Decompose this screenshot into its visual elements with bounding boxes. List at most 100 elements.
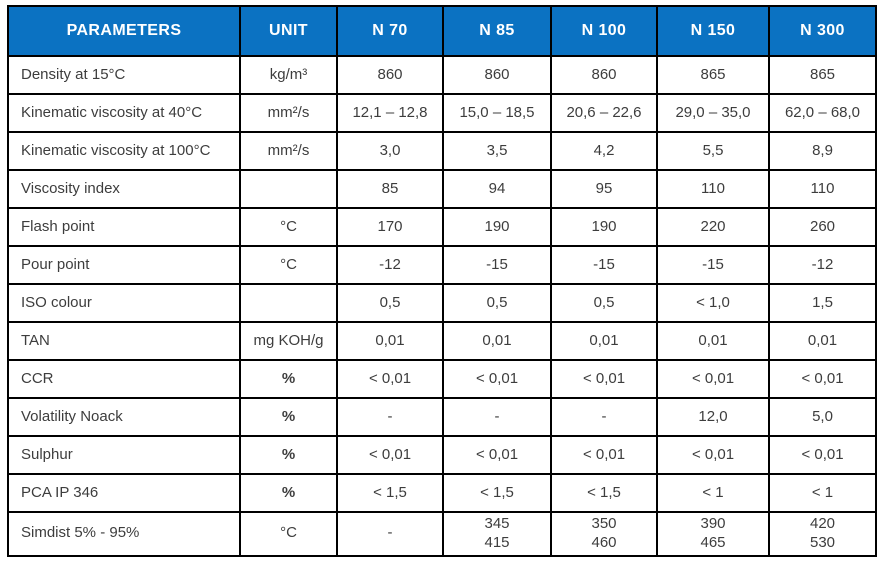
table-row: TAN mg KOH/g 0,01 0,01 0,01 0,01 0,01 (7, 321, 877, 361)
value-cell: 12,0 (656, 397, 770, 437)
value-cell: < 0,01 (442, 435, 552, 475)
value-cell: 94 (442, 169, 552, 209)
value-cell: 0,01 (336, 321, 444, 361)
value-cell: < 1,0 (656, 283, 770, 323)
parameter-cell: Volatility Noack (7, 397, 241, 437)
value-cell: - (336, 511, 444, 557)
unit-cell (239, 169, 338, 209)
parameter-cell: Pour point (7, 245, 241, 285)
parameter-cell: Flash point (7, 207, 241, 247)
value-cell: 860 (336, 55, 444, 95)
unit-cell: % (239, 359, 338, 399)
column-header-unit: UNIT (239, 5, 338, 57)
unit-cell: % (239, 473, 338, 513)
value-cell: 4,2 (550, 131, 658, 171)
value-cell: 20,6 – 22,6 (550, 93, 658, 133)
specs-table: PARAMETERS UNIT N 70 N 85 N 100 N 150 N … (7, 5, 877, 557)
value-cell: 3,5 (442, 131, 552, 171)
parameter-cell: Simdist 5% - 95% (7, 511, 241, 557)
unit-cell: °C (239, 245, 338, 285)
specs-table-body: Density at 15°C kg/m³ 860 860 860 865 865 Kinem… (7, 55, 877, 557)
value-cell: - (336, 397, 444, 437)
parameter-cell: TAN (7, 321, 241, 361)
value-cell: 95 (550, 169, 658, 209)
value-cell: 0,5 (336, 283, 444, 323)
table-row: Sulphur% < 0,01 < 0,01 < 0,01 < 0,01 < 0,01 (7, 435, 877, 475)
unit-cell: mg KOH/g (239, 321, 338, 361)
value-cell: 0,01 (656, 321, 770, 361)
header-row: PARAMETERS UNIT N 70 N 85 N 100 N 150 N … (7, 5, 877, 57)
value-cell: - (442, 397, 552, 437)
value-cell: 390 465 (656, 511, 770, 557)
value-cell: 0,01 (442, 321, 552, 361)
table-row: Density at 15°C kg/m³ 860 860 860 865 865 (7, 55, 877, 95)
value-cell: -15 (656, 245, 770, 285)
parameter-cell: Kinematic viscosity at 40°C (7, 93, 241, 133)
datasheet: PARAMETERS UNIT N 70 N 85 N 100 N 150 N … (7, 5, 877, 557)
value-cell: -12 (768, 245, 877, 285)
value-cell: 860 (550, 55, 658, 95)
column-header-n70: N 70 (336, 5, 444, 57)
unit-cell: % (239, 397, 338, 437)
value-cell: < 0,01 (550, 359, 658, 399)
table-row: Volatility Noack% - - -12,0 5,0 (7, 397, 877, 437)
value-cell: 170 (336, 207, 444, 247)
table-row: Flash point °C 170 190 190 220 260 (7, 207, 877, 247)
value-cell: 0,01 (768, 321, 877, 361)
unit-cell: °C (239, 207, 338, 247)
value-cell: < 0,01 (442, 359, 552, 399)
value-cell: 110 (656, 169, 770, 209)
parameter-cell: PCA IP 346 (7, 473, 241, 513)
value-cell: - (550, 397, 658, 437)
value-cell: 865 (768, 55, 877, 95)
unit-cell (239, 283, 338, 323)
table-row: ISO colour 0,5 0,5 0,5 < 1,0 1,5 (7, 283, 877, 323)
value-cell: 260 (768, 207, 877, 247)
table-row: CCR% < 0,01 < 0,01 < 0,01 < 0,01 < 0,01 (7, 359, 877, 399)
value-cell: < 0,01 (768, 359, 877, 399)
value-cell: < 0,01 (336, 435, 444, 475)
unit-cell: mm²/s (239, 93, 338, 133)
value-cell: -15 (550, 245, 658, 285)
value-cell: 5,5 (656, 131, 770, 171)
value-cell: 0,5 (550, 283, 658, 323)
table-row: Simdist 5% - 95% °C -345 415 350 460 390 465… (7, 511, 877, 557)
table-row: Viscosity index 85 94 95 110 110 (7, 169, 877, 209)
column-header-parameters: PARAMETERS (7, 5, 241, 57)
value-cell: 85 (336, 169, 444, 209)
table-row: Kinematic viscosity at 100°C mm²/s 3,0 3,5 4… (7, 131, 877, 171)
parameter-cell: ISO colour (7, 283, 241, 323)
value-cell: 865 (656, 55, 770, 95)
value-cell: 110 (768, 169, 877, 209)
value-cell: 350 460 (550, 511, 658, 557)
value-cell: 190 (550, 207, 658, 247)
table-row: PCA IP 346% < 1,5 < 1,5 < 1,5 < 1 < 1 (7, 473, 877, 513)
value-cell: 190 (442, 207, 552, 247)
value-cell: 8,9 (768, 131, 877, 171)
value-cell: 15,0 – 18,5 (442, 93, 552, 133)
value-cell: 62,0 – 68,0 (768, 93, 877, 133)
value-cell: 12,1 – 12,8 (336, 93, 444, 133)
column-header-n300: N 300 (768, 5, 877, 57)
column-header-n150: N 150 (656, 5, 770, 57)
parameter-cell: CCR (7, 359, 241, 399)
parameter-cell: Kinematic viscosity at 100°C (7, 131, 241, 171)
unit-cell: mm²/s (239, 131, 338, 171)
value-cell: < 0,01 (550, 435, 658, 475)
value-cell: < 0,01 (656, 435, 770, 475)
value-cell: 860 (442, 55, 552, 95)
value-cell: 29,0 – 35,0 (656, 93, 770, 133)
value-cell: < 0,01 (768, 435, 877, 475)
table-row: Pour point °C -12 -15 -15 -15 -12 (7, 245, 877, 285)
value-cell: 3,0 (336, 131, 444, 171)
column-header-n85: N 85 (442, 5, 552, 57)
value-cell: < 1,5 (336, 473, 444, 513)
value-cell: 1,5 (768, 283, 877, 323)
value-cell: < 0,01 (336, 359, 444, 399)
value-cell: 420 530 (768, 511, 877, 557)
parameter-cell: Viscosity index (7, 169, 241, 209)
value-cell: < 1,5 (442, 473, 552, 513)
unit-cell: % (239, 435, 338, 475)
value-cell: < 1 (768, 473, 877, 513)
value-cell: < 0,01 (656, 359, 770, 399)
